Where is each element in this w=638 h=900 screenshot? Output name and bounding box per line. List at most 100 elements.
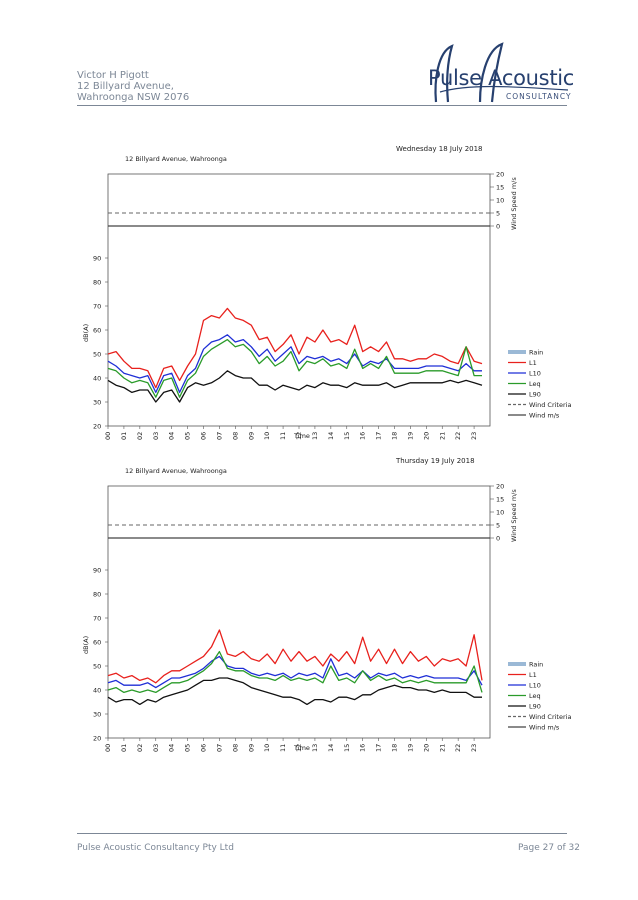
x-axis-tick-label: 20 bbox=[422, 744, 430, 752]
plot-frame bbox=[107, 173, 491, 427]
x-axis-label: Time bbox=[293, 744, 310, 752]
x-axis-tick-label: 00 bbox=[104, 432, 112, 440]
x-axis-tick-label: 03 bbox=[152, 744, 160, 752]
legend-label: Wind m/s bbox=[529, 724, 560, 732]
address-line-name: Victor H Pigott bbox=[77, 70, 149, 81]
series-line-leq bbox=[107, 650, 483, 694]
db-axis-tick-label: 70 bbox=[93, 303, 101, 311]
wind-axis-tick-label: 20 bbox=[496, 483, 504, 491]
x-axis-tick-label: 18 bbox=[391, 744, 399, 752]
footer-company: Pulse Acoustic Consultancy Pty Ltd bbox=[77, 843, 234, 853]
chart-thursday: Thursday 19 July 2018 12 Billyard Avenue,… bbox=[80, 450, 580, 770]
legend-label: Wind m/s bbox=[529, 412, 560, 420]
logo-swoosh-icon bbox=[434, 42, 569, 103]
x-axis-tick-label: 13 bbox=[311, 744, 319, 752]
db-axis-tick-label: 20 bbox=[93, 735, 101, 743]
x-axis-tick-label: 17 bbox=[375, 744, 383, 752]
x-axis-label: Time bbox=[293, 432, 310, 440]
x-axis-tick-label: 06 bbox=[200, 432, 208, 440]
wind-axis-tick-label: 15 bbox=[496, 184, 504, 192]
company-logo: Pulse Acoustic CONSULTANCY bbox=[428, 40, 575, 108]
db-axis-tick-label: 30 bbox=[93, 399, 101, 407]
x-axis-tick-label: 12 bbox=[295, 432, 303, 440]
x-axis-tick-label: 05 bbox=[184, 744, 192, 752]
wind-axis-tick-label: 20 bbox=[496, 171, 504, 179]
x-axis-tick-label: 21 bbox=[438, 744, 446, 752]
db-axis-label: dB(A) bbox=[82, 324, 90, 342]
x-axis-tick-label: 21 bbox=[438, 432, 446, 440]
logo-brand-text: Pulse Acoustic bbox=[428, 66, 575, 90]
legend-label: Wind Criteria bbox=[529, 713, 571, 721]
wind-axis-tick-label: 5 bbox=[496, 522, 500, 530]
db-axis-tick-label: 80 bbox=[93, 279, 101, 287]
x-axis-tick-label: 17 bbox=[375, 432, 383, 440]
series-line-l10 bbox=[107, 655, 483, 689]
x-axis-tick-label: 22 bbox=[454, 744, 462, 752]
x-axis-tick-label: 09 bbox=[247, 432, 255, 440]
db-axis-label: dB(A) bbox=[82, 636, 90, 654]
address-block: Victor H Pigott 12 Billyard Avenue, Wahr… bbox=[77, 70, 189, 103]
db-axis-tick-label: 40 bbox=[93, 687, 101, 695]
x-axis-tick-label: 18 bbox=[391, 432, 399, 440]
chart-location: 12 Billyard Avenue, Wahroonga bbox=[125, 467, 227, 475]
wind-axis-tick-label: 5 bbox=[496, 210, 500, 218]
db-axis-tick-label: 20 bbox=[93, 423, 101, 431]
footer-page-number: Page 27 of 32 bbox=[518, 843, 580, 853]
legend-label: L90 bbox=[529, 391, 541, 399]
series-line-l90 bbox=[107, 370, 483, 403]
x-axis-tick-label: 00 bbox=[104, 744, 112, 752]
legend-label: L90 bbox=[529, 703, 541, 711]
address-line-suburb: Wahroonga NSW 2076 bbox=[77, 92, 190, 103]
wind-axis-tick-label: 10 bbox=[496, 197, 504, 205]
db-axis-tick-label: 60 bbox=[93, 639, 101, 647]
legend-label: L10 bbox=[529, 370, 541, 378]
x-axis-tick-label: 22 bbox=[454, 432, 462, 440]
series-line-l90 bbox=[107, 677, 482, 706]
x-axis-tick-label: 13 bbox=[311, 432, 319, 440]
x-axis-tick-label: 04 bbox=[168, 744, 176, 752]
db-axis-tick-label: 60 bbox=[93, 327, 101, 335]
x-axis-tick-label: 07 bbox=[215, 744, 223, 752]
x-axis-tick-label: 15 bbox=[343, 432, 351, 440]
chart-title: Wednesday 18 July 2018 bbox=[396, 145, 483, 153]
chart-svg: Thursday 19 July 2018 12 Billyard Avenue,… bbox=[82, 457, 571, 752]
db-axis-tick-label: 40 bbox=[93, 375, 101, 383]
x-axis-tick-label: 20 bbox=[422, 432, 430, 440]
db-axis-tick-label: 50 bbox=[93, 351, 101, 359]
x-axis-tick-label: 19 bbox=[406, 744, 414, 752]
x-axis-tick-label: 12 bbox=[295, 744, 303, 752]
x-axis-tick-label: 11 bbox=[279, 432, 287, 440]
x-axis-tick-label: 11 bbox=[279, 744, 287, 752]
logo-sub-text: CONSULTANCY bbox=[506, 92, 572, 101]
x-axis-tick-label: 02 bbox=[136, 744, 144, 752]
series-line-l1 bbox=[107, 307, 483, 389]
x-axis-tick-label: 16 bbox=[359, 432, 367, 440]
wind-axis-label: Wind Speed m/s bbox=[510, 489, 518, 542]
series-line-l10 bbox=[107, 334, 482, 394]
db-axis-tick-label: 50 bbox=[93, 663, 101, 671]
x-axis-tick-label: 10 bbox=[263, 432, 271, 440]
x-axis-tick-label: 19 bbox=[406, 432, 414, 440]
series-line-leq bbox=[107, 338, 482, 398]
chart-wednesday: Wednesday 18 July 2018 12 Billyard Avenue… bbox=[80, 138, 580, 458]
legend-label: Leq bbox=[529, 380, 541, 388]
db-axis-tick-label: 30 bbox=[93, 711, 101, 719]
db-axis-tick-label: 70 bbox=[93, 615, 101, 623]
x-axis-tick-label: 08 bbox=[231, 432, 239, 440]
legend-label: L1 bbox=[529, 359, 537, 367]
x-axis-tick-label: 06 bbox=[200, 744, 208, 752]
wind-axis-tick-label: 0 bbox=[496, 535, 500, 543]
series-line-l1 bbox=[107, 629, 483, 684]
x-axis-tick-label: 05 bbox=[184, 432, 192, 440]
address-line-street: 12 Billyard Avenue, bbox=[77, 81, 174, 92]
chart-title: Thursday 19 July 2018 bbox=[395, 457, 475, 465]
wind-axis-tick-label: 0 bbox=[496, 223, 500, 231]
x-axis-tick-label: 09 bbox=[247, 744, 255, 752]
legend-label: Leq bbox=[529, 692, 541, 700]
x-axis-tick-label: 23 bbox=[470, 432, 478, 440]
footer-divider bbox=[77, 833, 567, 834]
legend-label: L10 bbox=[529, 682, 541, 690]
chart-svg: Wednesday 18 July 2018 12 Billyard Avenue… bbox=[82, 145, 571, 440]
legend-label: Rain bbox=[529, 349, 543, 357]
header-divider bbox=[77, 105, 567, 106]
